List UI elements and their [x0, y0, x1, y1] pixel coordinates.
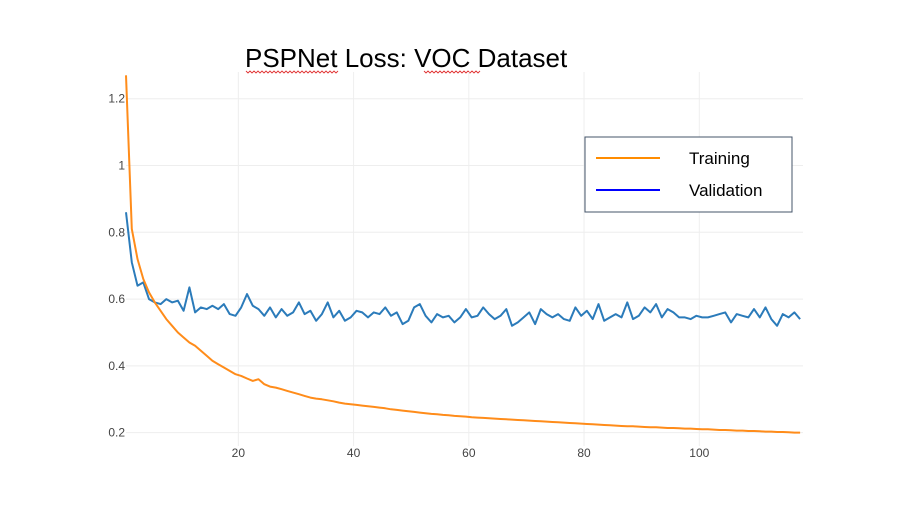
y-tick-label: 0.2	[108, 426, 125, 440]
grid	[126, 72, 803, 446]
spellcheck-underline-pspnet	[245, 70, 339, 74]
x-tick-label: 100	[689, 446, 709, 460]
y-tick-label: 0.4	[108, 359, 125, 373]
series-line-training	[125, 75, 801, 434]
legend-box	[584, 136, 793, 213]
y-tick-label: 0.8	[108, 225, 125, 239]
x-tick-label: 20	[232, 446, 246, 460]
axis-ticks: 20 40 60 80 100 0.2 0.4 0.6 0.8 1 1.2	[108, 92, 709, 460]
legend-label-validation: Validation	[689, 181, 762, 200]
chart-title: PSPNet Loss: VOC Dataset	[245, 43, 568, 73]
legend: Training Validation	[584, 136, 793, 213]
legend-label-training: Training	[689, 149, 750, 168]
series-lines	[125, 75, 801, 434]
x-tick-label: 60	[462, 446, 476, 460]
y-tick-label: 1.2	[108, 92, 125, 106]
x-tick-label: 80	[577, 446, 591, 460]
y-tick-label: 0.6	[108, 292, 125, 306]
series-line-validation	[125, 212, 801, 327]
y-tick-label: 1	[118, 159, 125, 173]
spellcheck-underline-voc	[423, 70, 481, 74]
x-tick-label: 40	[347, 446, 361, 460]
